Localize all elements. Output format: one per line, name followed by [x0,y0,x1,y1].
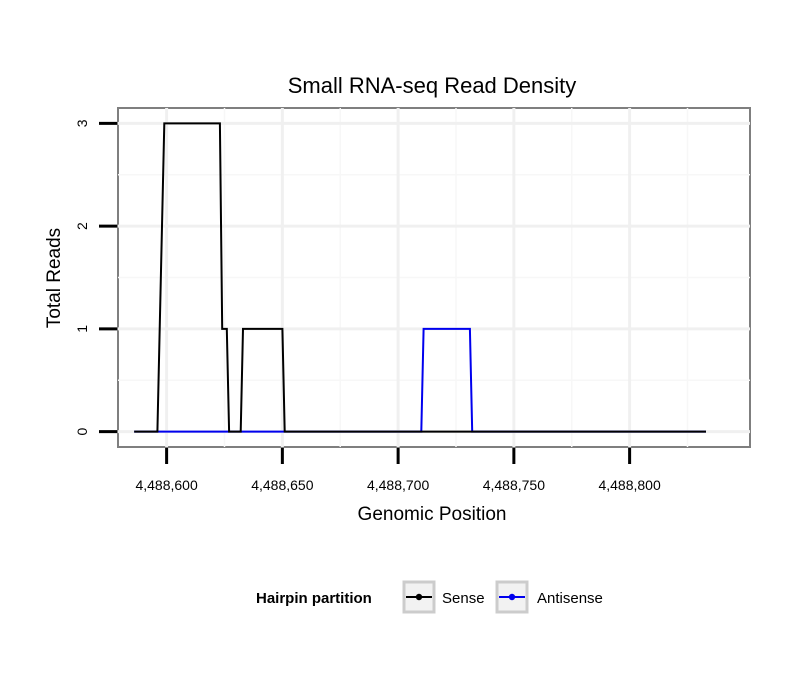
series-layer [134,122,706,433]
legend-item-sense: Sense [402,580,485,614]
series-line-sense [134,122,706,433]
legend-key-point-antisense [508,593,516,601]
legend-key-point-sense [415,593,423,601]
legend-title: Hairpin partition [256,590,372,607]
y-axis-title: Total Reads [44,228,65,328]
y-tick-label-1: 1 [74,325,90,333]
x-tick-label-3: 4,488,750 [483,477,545,493]
x-tick-label-2: 4,488,700 [367,477,429,493]
x-axis-title: Genomic Position [358,504,507,525]
y-axis: 0 1 2 3 [74,119,117,435]
x-axis: 4,488,600 4,488,650 4,488,700 4,488,750 4,48… [135,448,661,493]
chart-title: Small RNA-seq Read Density [288,73,577,98]
y-tick-label-2: 2 [74,222,90,230]
legend-label-sense: Sense [442,590,485,607]
y-tick-label-3: 3 [74,119,90,127]
legend-label-antisense: Antisense [537,590,603,607]
y-tick-label-0: 0 [74,427,90,435]
x-tick-label-1: 4,488,650 [251,477,313,493]
legend: Hairpin partition Sense Antisense [256,580,603,614]
x-tick-label-0: 4,488,600 [135,477,197,493]
x-tick-label-4: 4,488,800 [598,477,660,493]
legend-item-antisense: Antisense [495,580,603,614]
